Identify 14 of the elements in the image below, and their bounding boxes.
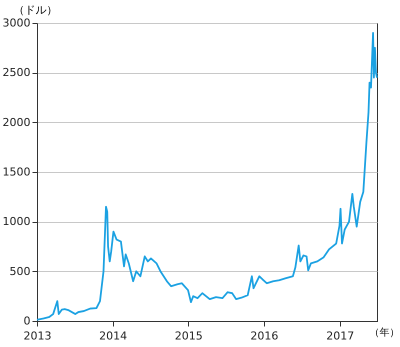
x-axis-title: （年） xyxy=(370,326,400,338)
x-tick-label: 2016 xyxy=(250,330,278,342)
y-tick-label: 1500 xyxy=(2,166,30,178)
y-tick-label: 2500 xyxy=(2,66,30,80)
x-tick-label: 2013 xyxy=(24,330,52,342)
y-axis-title: （ドル） xyxy=(14,4,58,16)
y-tick-label: 1000 xyxy=(2,215,30,228)
y-tick-label: 2000 xyxy=(2,116,30,129)
x-tick-label: 2014 xyxy=(99,330,128,342)
y-tick-label: 0 xyxy=(24,314,30,328)
y-tick-label: 500 xyxy=(10,264,30,278)
x-tick-label: 2015 xyxy=(174,330,203,342)
y-tick-label: 3000 xyxy=(2,16,30,30)
x-tick-label: 2017 xyxy=(326,330,354,342)
